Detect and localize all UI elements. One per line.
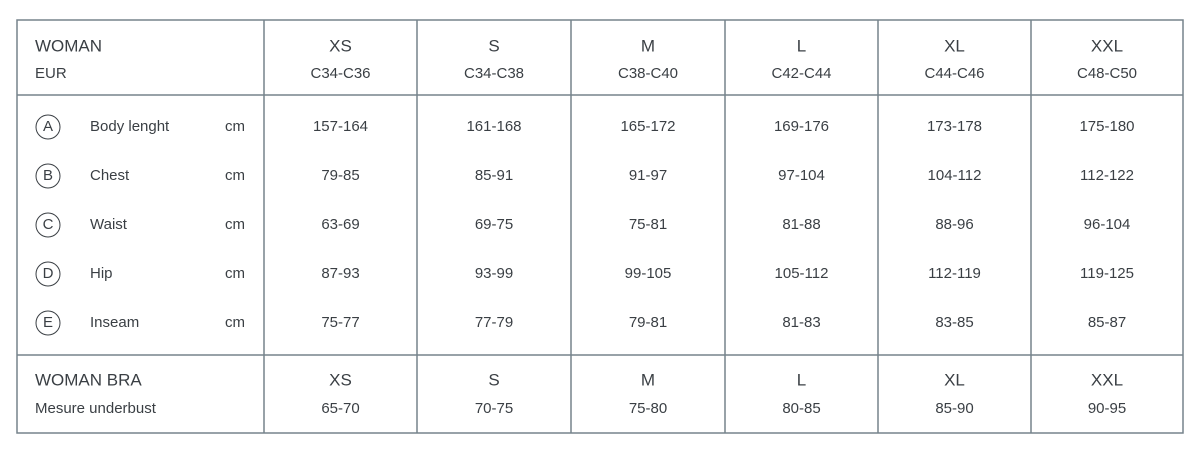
measure-value: 175-180 xyxy=(1079,118,1134,135)
eur-size: C48-C50 xyxy=(1077,65,1137,82)
size-label: M xyxy=(641,36,655,55)
measure-value: 88-96 xyxy=(935,216,973,233)
row-unit: cm xyxy=(225,167,245,184)
eur-size: C44-C46 xyxy=(924,65,984,82)
size-label: XL xyxy=(944,36,965,55)
bra-value: 80-85 xyxy=(782,400,820,417)
measure-value: 104-112 xyxy=(928,167,982,184)
bra-size: XL xyxy=(944,370,965,389)
eur-size: C34-C38 xyxy=(464,65,524,82)
measure-value: 69-75 xyxy=(475,216,513,233)
bra-size: S xyxy=(488,370,499,389)
row-letter: E xyxy=(43,314,53,331)
row-unit: cm xyxy=(225,118,245,135)
measure-value: 75-77 xyxy=(321,314,359,331)
measure-value: 93-99 xyxy=(475,265,513,282)
size-label: L xyxy=(797,36,806,55)
measure-value: 119-125 xyxy=(1080,265,1134,282)
measure-value: 97-104 xyxy=(778,167,825,184)
table-title: WOMAN xyxy=(35,36,102,55)
measure-value: 169-176 xyxy=(774,118,829,135)
bra-value: 70-75 xyxy=(475,400,513,417)
eur-size: C42-C44 xyxy=(771,65,831,82)
measure-value: 96-104 xyxy=(1084,216,1131,233)
measure-value: 85-87 xyxy=(1088,314,1126,331)
measure-value: 99-105 xyxy=(625,265,672,282)
size-label: XXL xyxy=(1091,36,1123,55)
measure-value: 81-88 xyxy=(782,216,820,233)
measure-value: 63-69 xyxy=(321,216,359,233)
measure-value: 112-122 xyxy=(1080,167,1134,184)
measure-value: 79-81 xyxy=(629,314,667,331)
row-letter: B xyxy=(43,167,53,184)
bra-size: M xyxy=(641,370,655,389)
measure-value: 81-83 xyxy=(782,314,820,331)
letter-circle xyxy=(35,114,61,140)
row-letter: C xyxy=(43,216,54,233)
letter-circle xyxy=(35,212,61,238)
bra-size: XXL xyxy=(1091,370,1123,389)
bra-value: 65-70 xyxy=(321,400,359,417)
measure-value: 91-97 xyxy=(629,167,667,184)
table-border xyxy=(16,19,1184,434)
measure-value: 83-85 xyxy=(935,314,973,331)
bra-size: L xyxy=(797,370,806,389)
bra-title: WOMAN BRA xyxy=(35,370,142,389)
row-letter: A xyxy=(43,118,53,135)
measure-value: 87-93 xyxy=(321,265,359,282)
bra-subtitle: Mesure underbust xyxy=(35,400,157,417)
measure-value: 112-119 xyxy=(928,265,981,282)
row-label: Inseam xyxy=(90,314,139,331)
bra-value: 85-90 xyxy=(935,400,973,417)
measure-value: 77-79 xyxy=(475,314,513,331)
row-label: Chest xyxy=(90,167,130,184)
row-unit: cm xyxy=(225,314,245,331)
measure-value: 165-172 xyxy=(620,118,675,135)
row-letter: D xyxy=(43,265,54,282)
measure-value: 173-178 xyxy=(927,118,982,135)
measure-value: 75-81 xyxy=(629,216,667,233)
eur-size: C38-C40 xyxy=(618,65,678,82)
row-unit: cm xyxy=(225,216,245,233)
measure-value: 79-85 xyxy=(321,167,359,184)
row-unit: cm xyxy=(225,265,245,282)
bra-value: 90-95 xyxy=(1088,400,1126,417)
measure-value: 105-112 xyxy=(775,265,829,282)
table-subtitle: EUR xyxy=(35,65,67,82)
bra-value: 75-80 xyxy=(629,400,667,417)
measure-value: 85-91 xyxy=(475,167,513,184)
row-label: Hip xyxy=(90,265,113,282)
bra-size: XS xyxy=(329,370,352,389)
measure-value: 161-168 xyxy=(466,118,521,135)
letter-circle xyxy=(35,310,61,336)
row-label: Body lenght xyxy=(90,118,170,135)
letter-circle xyxy=(35,261,61,287)
row-label: Waist xyxy=(90,216,128,233)
measure-value: 157-164 xyxy=(313,118,368,135)
size-label: XS xyxy=(329,36,352,55)
size-label: S xyxy=(488,36,499,55)
eur-size: C34-C36 xyxy=(310,65,370,82)
letter-circle xyxy=(35,163,61,189)
